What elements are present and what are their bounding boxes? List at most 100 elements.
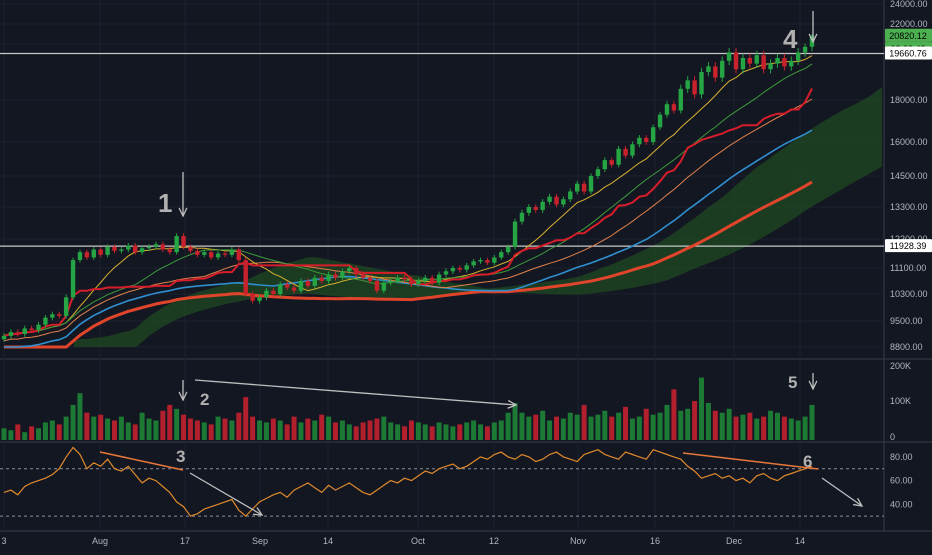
- candle-body: [519, 212, 525, 222]
- volume-bar: [98, 414, 104, 440]
- candle: [802, 43, 808, 57]
- candle: [15, 329, 21, 337]
- volume-bar: [705, 402, 711, 440]
- candle-body: [685, 80, 690, 89]
- volume-bar: [436, 422, 442, 440]
- candle-body: [782, 58, 787, 67]
- candle-body: [333, 274, 338, 278]
- level-bottom-label-bg: [885, 239, 932, 253]
- candle: [671, 101, 677, 114]
- price-tick-label: 18000.00: [890, 95, 928, 105]
- candle-body: [795, 52, 801, 61]
- candle-body: [720, 60, 725, 78]
- last-price-label-bg: [885, 28, 932, 42]
- candle: [450, 265, 456, 275]
- level-top-label: 19660.76: [889, 48, 927, 58]
- time-tick-label: 14: [795, 536, 805, 546]
- volume-bar: [471, 420, 477, 440]
- candle: [22, 325, 27, 337]
- candle: [139, 245, 145, 255]
- time-tick-label: Aug: [92, 536, 108, 546]
- volume-bar: [243, 397, 249, 440]
- price-tick-label: 13300.00: [890, 202, 928, 212]
- candle: [492, 255, 497, 266]
- candle-body: [112, 246, 117, 251]
- candle-body: [257, 297, 262, 301]
- volume-bar: [15, 424, 21, 440]
- candle: [692, 76, 697, 99]
- candle: [485, 257, 490, 266]
- volume-bar: [339, 420, 345, 440]
- candle: [298, 278, 304, 294]
- candle: [650, 124, 656, 145]
- candle: [747, 53, 753, 68]
- candle: [84, 249, 90, 260]
- candle-body: [402, 277, 407, 280]
- time-tick-label: 3: [1, 536, 6, 546]
- candle-body: [692, 80, 697, 95]
- volume-bar: [719, 412, 725, 440]
- candle-body: [678, 88, 683, 111]
- candle: [768, 59, 773, 74]
- volume-bar: [187, 418, 193, 440]
- candle: [340, 268, 345, 281]
- candle-body: [547, 196, 552, 202]
- volume-bar: [388, 422, 394, 440]
- candle-body: [499, 252, 504, 258]
- candle-body: [153, 244, 159, 247]
- volume-bar: [56, 424, 62, 440]
- annotation-arrow-4-head: [808, 33, 818, 44]
- candle-body: [602, 160, 608, 170]
- candle-body: [754, 55, 759, 64]
- annotation-label-6: 6: [803, 452, 812, 471]
- candle-body: [761, 55, 766, 70]
- rsi-tick-label: 80.00: [890, 452, 913, 462]
- volume-bar: [139, 412, 145, 440]
- candle: [574, 180, 580, 195]
- volume-bar: [547, 420, 553, 440]
- volume-bar: [692, 401, 698, 440]
- candle: [581, 180, 587, 195]
- candle: [160, 241, 166, 253]
- time-tick-label: Oct: [411, 536, 426, 546]
- candle-body: [22, 328, 27, 334]
- candle: [333, 271, 338, 281]
- candle-body: [436, 274, 442, 283]
- annotation-arrow-2-down-head: [178, 391, 188, 402]
- volume-bar: [553, 416, 559, 440]
- candle: [740, 53, 746, 74]
- candle-body: [740, 58, 746, 70]
- volume-bar: [284, 424, 290, 440]
- volume-bar: [222, 418, 228, 440]
- candle: [367, 274, 373, 284]
- last-price-label: 20820.12: [889, 31, 927, 41]
- volume-bar: [519, 412, 525, 440]
- candle-body: [77, 252, 83, 261]
- price-tick-label: 11100.00: [890, 263, 926, 273]
- candle-body: [747, 58, 753, 64]
- time-tick-label: Nov: [570, 536, 587, 546]
- volume-bar: [291, 416, 297, 440]
- candle: [153, 241, 159, 250]
- candle-body: [70, 260, 76, 298]
- volume-bar: [588, 416, 594, 440]
- candle-body: [726, 52, 732, 61]
- volume-bar: [526, 416, 532, 440]
- candle: [50, 311, 55, 321]
- candle: [250, 291, 255, 304]
- candle-body: [429, 277, 435, 283]
- candle: [278, 281, 283, 297]
- volume-bar: [146, 418, 152, 440]
- candle: [381, 279, 387, 294]
- candle: [416, 278, 421, 288]
- volume-bar: [699, 377, 705, 440]
- candle-body: [298, 281, 304, 291]
- volume-bar: [678, 410, 684, 440]
- candle: [775, 53, 780, 68]
- volume-bar: [498, 420, 504, 440]
- volume-bar: [443, 424, 449, 440]
- volume-bar: [747, 412, 753, 440]
- volume-bar: [208, 424, 214, 440]
